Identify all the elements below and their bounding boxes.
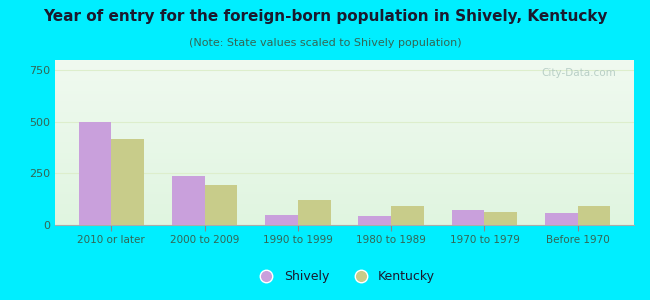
Text: Year of entry for the foreign-born population in Shively, Kentucky: Year of entry for the foreign-born popul… bbox=[43, 9, 607, 24]
Bar bbox=[111, 140, 144, 225]
Legend: Shively, Kentucky: Shively, Kentucky bbox=[249, 265, 440, 288]
Bar bbox=[265, 215, 298, 225]
Text: City-Data.com: City-Data.com bbox=[541, 68, 616, 78]
Bar bbox=[298, 200, 330, 225]
Bar bbox=[172, 176, 205, 225]
Bar bbox=[391, 206, 424, 225]
Text: (Note: State values scaled to Shively population): (Note: State values scaled to Shively po… bbox=[188, 38, 462, 47]
Bar bbox=[578, 206, 610, 225]
Bar bbox=[545, 213, 578, 225]
Bar bbox=[484, 212, 517, 225]
Bar bbox=[452, 209, 484, 225]
Bar bbox=[79, 122, 111, 225]
Bar bbox=[205, 185, 237, 225]
Bar bbox=[359, 216, 391, 225]
